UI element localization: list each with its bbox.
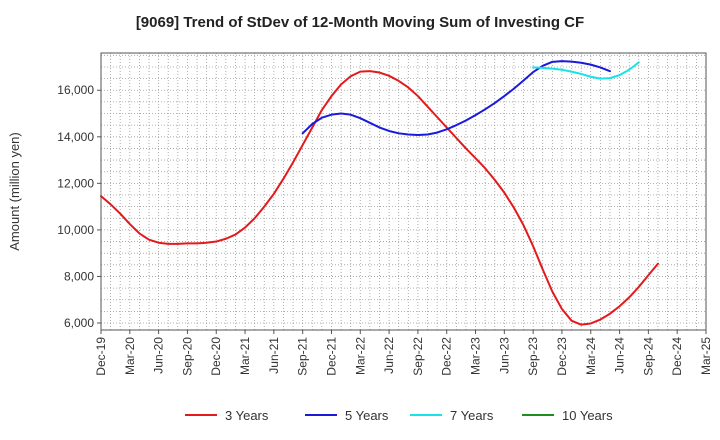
legend-label-10-years: 10 Years xyxy=(562,408,613,423)
x-tick-labels: Dec-19 Mar-20 Jun-20 Sep-20 Dec-20 Mar-21 Jun-… xyxy=(94,330,713,376)
series-line-3-years xyxy=(100,70,659,326)
x-tick-label: Jun-24 xyxy=(613,337,627,374)
x-tick-label: Mar-23 xyxy=(469,337,483,375)
series-layer xyxy=(100,60,659,326)
y-tick-label: 6,000 xyxy=(64,316,94,330)
x-tick-label: Sep-23 xyxy=(526,337,540,376)
x-tick-label: Dec-20 xyxy=(209,337,223,376)
plot-frame xyxy=(100,52,707,331)
x-tick-label: Jun-23 xyxy=(497,337,511,374)
x-tick-label: Sep-22 xyxy=(411,337,425,376)
y-tick-label: 8,000 xyxy=(64,269,94,283)
x-tick-label: Dec-24 xyxy=(670,337,684,376)
grid-layer xyxy=(101,53,706,330)
x-tick-label: Jun-22 xyxy=(382,337,396,374)
x-tick-label: Dec-23 xyxy=(555,337,569,376)
x-tick-label: Dec-22 xyxy=(440,337,454,376)
y-tick-label: 14,000 xyxy=(57,130,94,144)
series-line-5-years xyxy=(301,60,611,136)
x-tick-label: Dec-21 xyxy=(324,337,338,376)
x-tick-label: Mar-21 xyxy=(238,337,252,375)
y-tick-label: 12,000 xyxy=(57,176,94,190)
x-tick-label: Jun-21 xyxy=(267,337,281,374)
x-tick-label: Dec-19 xyxy=(94,337,108,376)
x-tick-label: Mar-20 xyxy=(123,337,137,375)
chart-title: [9069] Trend of StDev of 12-Month Moving… xyxy=(135,14,585,31)
x-tick-label: Sep-21 xyxy=(296,337,310,376)
x-tick-label: Mar-25 xyxy=(699,337,713,375)
legend-label-7-years: 7 Years xyxy=(450,408,494,423)
x-tick-label: Jun-20 xyxy=(152,337,166,374)
legend-label-3-years: 3 Years xyxy=(225,408,269,423)
x-tick-label: Mar-24 xyxy=(584,337,598,375)
legend: 3 Years 5 Years 7 Years 10 Years xyxy=(185,408,613,423)
y-tick-labels: 6,000 8,000 10,000 12,000 14,000 16,000 xyxy=(57,83,101,330)
y-tick-label: 10,000 xyxy=(57,223,94,237)
y-tick-label: 16,000 xyxy=(57,83,94,97)
legend-label-5-years: 5 Years xyxy=(345,408,389,423)
series-line-7-years xyxy=(532,61,640,80)
x-tick-label: Mar-22 xyxy=(353,337,367,375)
y-axis-title: Amount (million yen) xyxy=(7,132,22,251)
x-tick-label: Sep-20 xyxy=(180,337,194,376)
x-tick-label: Sep-24 xyxy=(641,337,655,376)
